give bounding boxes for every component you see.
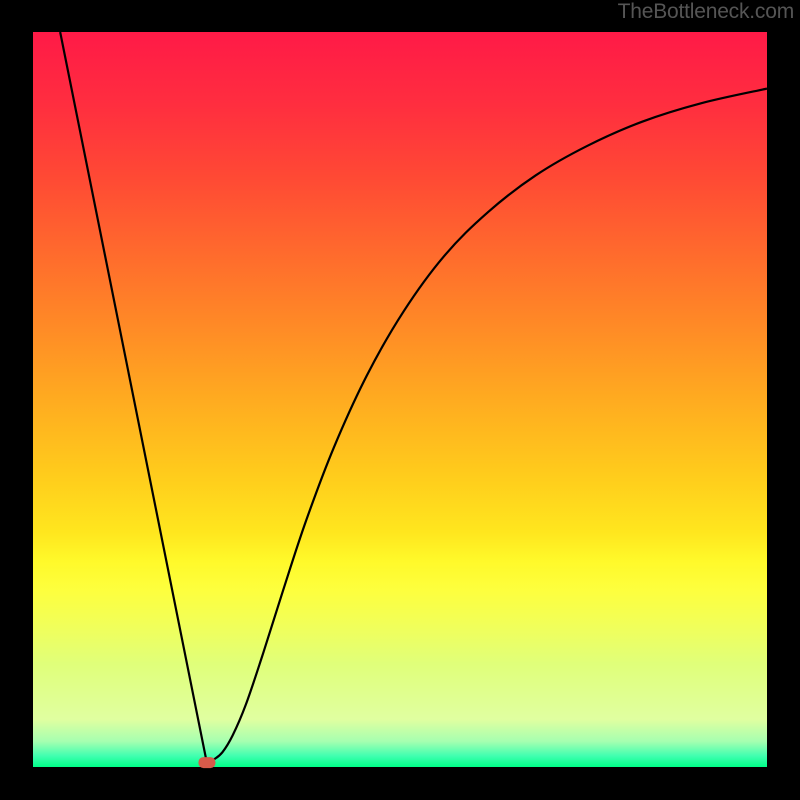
plot-gradient-background	[33, 32, 767, 767]
bottleneck-chart	[0, 0, 800, 800]
chart-container: TheBottleneck.com	[0, 0, 800, 800]
watermark-text: TheBottleneck.com	[618, 0, 794, 24]
target-hardware-marker	[198, 757, 215, 768]
